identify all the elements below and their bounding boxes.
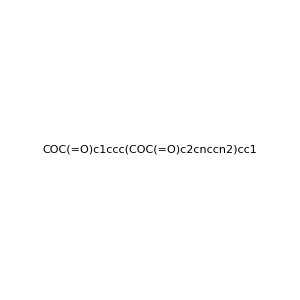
Text: COC(=O)c1ccc(COC(=O)c2cnccn2)cc1: COC(=O)c1ccc(COC(=O)c2cnccn2)cc1 [43, 145, 257, 155]
